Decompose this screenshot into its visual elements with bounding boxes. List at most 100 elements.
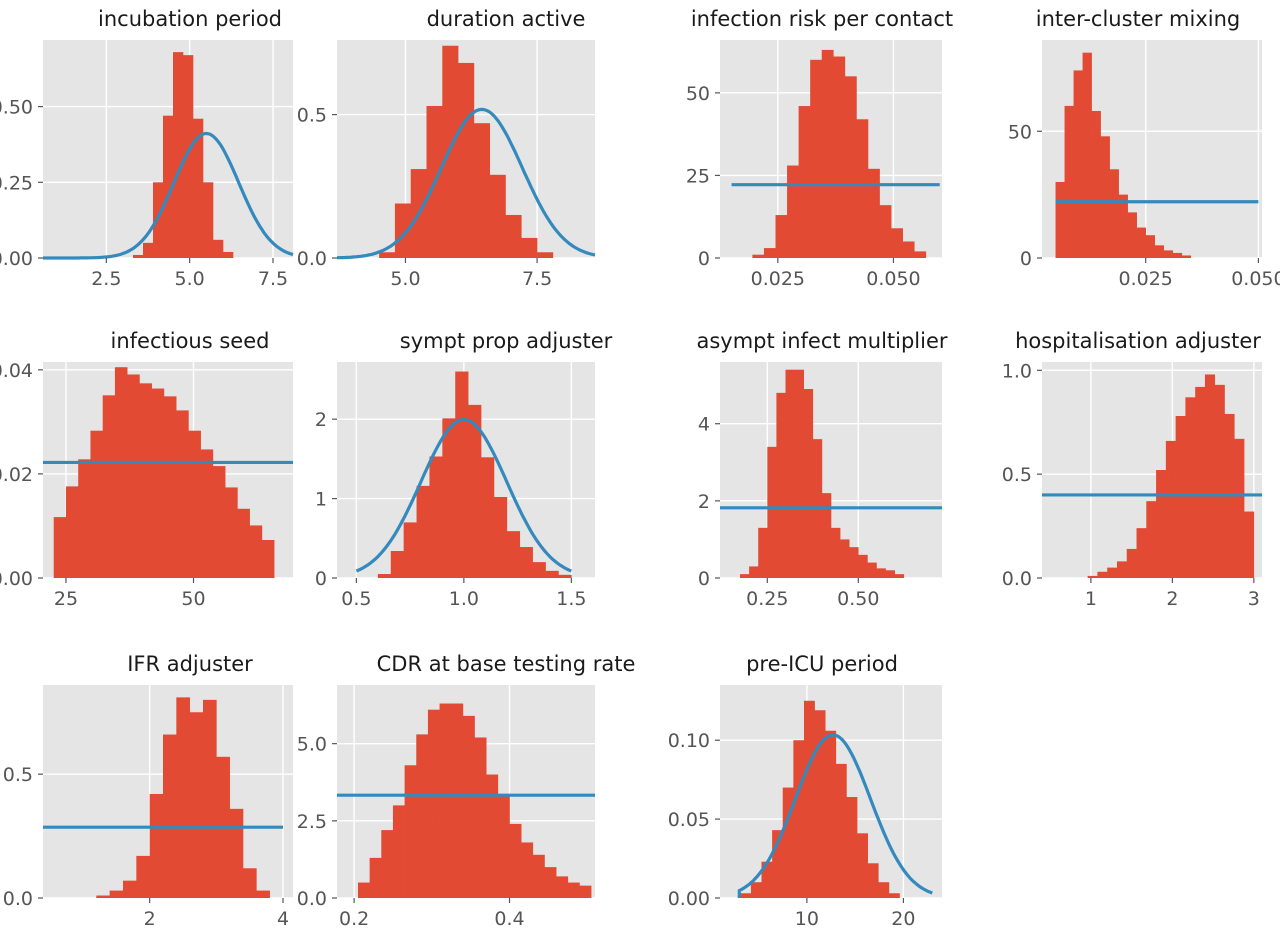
chart-11-y-tick-label-2: 0.05 (668, 809, 710, 831)
chart-6-bar-13 (532, 562, 546, 578)
chart-4-bar-13 (1163, 250, 1174, 258)
chart-6-bar-10 (493, 497, 508, 578)
chart-11-panel: 10 20 0.00 0.05 0.10 pre-ICU period (668, 652, 942, 930)
chart-1-prior-line (43, 131, 294, 260)
chart-8-y-tick-label-3: 1.0 (1002, 360, 1032, 382)
chart-5-bar-16 (237, 508, 250, 578)
chart-9-bar-11 (229, 808, 244, 898)
chart-10-bar-2 (369, 857, 382, 898)
chart-6-bar-11 (506, 531, 521, 578)
chart-11-bar-8 (814, 710, 826, 898)
chart-7-x-tick-label-1: 0.25 (746, 588, 788, 610)
chart-10-bar-13 (497, 796, 510, 898)
chart-6-y-tick-label-1: 0 (315, 568, 327, 590)
chart-8-bar-12 (1195, 386, 1206, 578)
chart-2-bar-1 (379, 252, 396, 258)
chart-10-bar-1 (357, 882, 370, 898)
chart-2-prior-line (337, 107, 596, 260)
chart-7-bar-2 (749, 566, 759, 578)
chart-2-bar-9 (505, 214, 522, 258)
chart-6-title: sympt prop adjuster (400, 329, 613, 353)
chart-9-bar-5 (149, 793, 164, 898)
chart-11-bar-5 (782, 787, 794, 898)
chart-6-bar-4 (416, 485, 430, 578)
chart-10-bar-3 (381, 830, 394, 898)
chart-4-panel: 0.025 0.050 0 50 inter-cluster mixing (1008, 7, 1280, 290)
chart-9-bar-13 (256, 890, 270, 898)
chart-4-bar-5 (1091, 110, 1101, 258)
chart-2-panel: 5.0 7.5 0.0 0.5 duration active (297, 7, 596, 290)
chart-2-bar-10 (521, 237, 538, 258)
chart-4-x-tick-label-1: 0.025 (1118, 268, 1172, 290)
chart-5-y-tick-label-1: 0.00 (0, 568, 33, 590)
chart-5-bar-4 (90, 430, 103, 578)
chart-3-bar-14 (902, 241, 915, 258)
chart-8-bar-6 (1136, 528, 1147, 578)
chart-3-y-tick-label-1: 0 (698, 248, 710, 270)
chart-6-bar-14 (545, 570, 559, 578)
chart-7-title: asympt infect multiplier (696, 329, 947, 353)
chart-2-title: duration active (427, 7, 586, 31)
chart-3-x-tick-label-1: 0.025 (751, 268, 805, 290)
chart-6-bar-2 (390, 551, 404, 578)
chart-3-bar-2 (763, 248, 776, 258)
chart-10-y-tick-label-2: 2.5 (297, 811, 327, 833)
chart-4-bar-12 (1154, 245, 1165, 258)
chart-8-bar-14 (1214, 384, 1225, 578)
chart-1-bar-7 (193, 118, 204, 258)
chart-9-bar-7 (176, 697, 190, 898)
chart-5-bar-2 (65, 486, 79, 578)
chart-1-bar-10 (223, 251, 234, 258)
chart-11-bar-2 (750, 882, 762, 898)
chart-7-bar-16 (876, 568, 886, 578)
chart-5-bar-17 (249, 525, 263, 578)
chart-5-x-tick-label-2: 50 (181, 588, 205, 610)
chart-4-bar-7 (1109, 169, 1119, 258)
chart-10-bar-8 (439, 703, 452, 898)
chart-10-title: CDR at base testing rate (377, 652, 636, 676)
chart-4-bar-9 (1127, 212, 1137, 258)
chart-9-bar-4 (136, 855, 150, 898)
chart-4-bar-10 (1136, 227, 1146, 258)
chart-10-bar-6 (416, 734, 429, 898)
chart-11-bar-12 (857, 833, 868, 898)
chart-10-x-tick-label-2: 0.4 (494, 908, 524, 930)
chart-5-bar-15 (225, 487, 238, 578)
chart-11-bar-6 (793, 740, 805, 898)
chart-3-bar-10 (856, 119, 869, 258)
chart-9-bar-1 (96, 895, 110, 898)
chart-9-bar-6 (163, 734, 177, 898)
chart-7-y-tick-label-2: 2 (698, 491, 710, 513)
chart-9-y-tick-label-2: 0.5 (3, 764, 33, 786)
chart-7-bar-3 (758, 527, 768, 578)
chart-8-bar-13 (1204, 374, 1216, 578)
chart-5-bar-12 (188, 430, 201, 578)
chart-7-bar-4 (767, 446, 777, 578)
chart-11-bar-7 (803, 700, 815, 898)
chart-1-x-tick-label-3: 7.5 (258, 268, 288, 290)
chart-9-bar-3 (123, 880, 137, 898)
chart-8-bar-11 (1185, 397, 1196, 578)
chart-7-y-tick-label-1: 0 (698, 568, 710, 590)
chart-10-y-tick-label-3: 5.0 (297, 734, 327, 756)
chart-3-bar-12 (879, 205, 892, 258)
chart-7-bar-14 (858, 554, 868, 578)
chart-11-y-tick-label-1: 0.00 (668, 888, 710, 910)
chart-1-bar-4 (163, 115, 174, 258)
chart-7-bar-17 (885, 570, 895, 578)
chart-7-x-tick-label-2: 0.50 (837, 588, 879, 610)
chart-9-panel: 2 4 0.0 0.5 IFR adjuster (3, 652, 293, 930)
chart-10-bar-10 (462, 715, 475, 898)
chart-11-bar-1 (740, 893, 752, 898)
chart-3-bar-7 (821, 49, 834, 259)
chart-9-x-tick-label-1: 2 (144, 908, 156, 930)
chart-1-x-tick-label-2: 5.0 (175, 268, 205, 290)
chart-8-panel: 1 2 3 0.0 0.5 1.0 hospitalisation adjuster (1002, 329, 1262, 610)
chart-8-bar-8 (1156, 470, 1167, 578)
chart-3-bar-3 (775, 215, 788, 258)
chart-10-bar-14 (509, 823, 522, 898)
chart-9-x-tick-label-2: 4 (277, 908, 289, 930)
chart-10-bar-19 (567, 882, 580, 898)
chart-6-bar-1 (377, 574, 392, 578)
chart-8-x-tick-label-2: 2 (1166, 588, 1178, 610)
